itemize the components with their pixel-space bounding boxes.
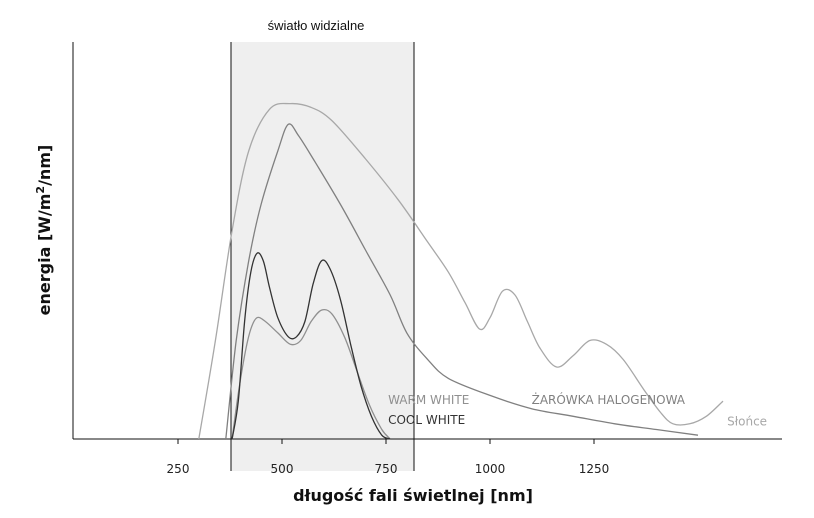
series-lines xyxy=(198,102,724,440)
series-line-warm-white xyxy=(231,308,391,440)
series-label-cool-white: COOL WHITE xyxy=(388,413,465,427)
series-label-s-o-ce: Słońce xyxy=(727,415,767,429)
x-ticks: 250 500 750 1000 1250 xyxy=(167,439,610,476)
x-tick-label: 1250 xyxy=(579,462,610,476)
series-label-warm-white: WARM WHITE xyxy=(388,393,469,407)
visible-band-label: światło widzialne xyxy=(268,18,365,33)
x-axis-title: długość fali świetlnej [nm] xyxy=(293,486,533,505)
series-line-s-o-ce xyxy=(198,102,724,440)
x-tick-label: 1000 xyxy=(475,462,506,476)
y-axis-title-main: energia [W/m xyxy=(35,194,54,316)
visible-light-band xyxy=(231,42,414,471)
y-axis-title: energia [W/m2/nm] xyxy=(34,145,54,316)
x-tick-label: 250 xyxy=(167,462,190,476)
series-label-ar-wka-halogenowa: ŻARÓWKA HALOGENOWA xyxy=(532,392,686,407)
x-tick-label: 750 xyxy=(375,462,398,476)
y-axis-title-superscript: 2 xyxy=(34,186,47,194)
series-line-ar-wka-halogenowa xyxy=(225,123,699,440)
series-line-cool-white xyxy=(231,252,391,440)
x-tick-label: 500 xyxy=(271,462,294,476)
y-axis-title-end: /nm] xyxy=(35,145,54,186)
series-labels: Słońce ŻARÓWKA HALOGENOWA WARM WHITE COOL W… xyxy=(388,392,767,429)
